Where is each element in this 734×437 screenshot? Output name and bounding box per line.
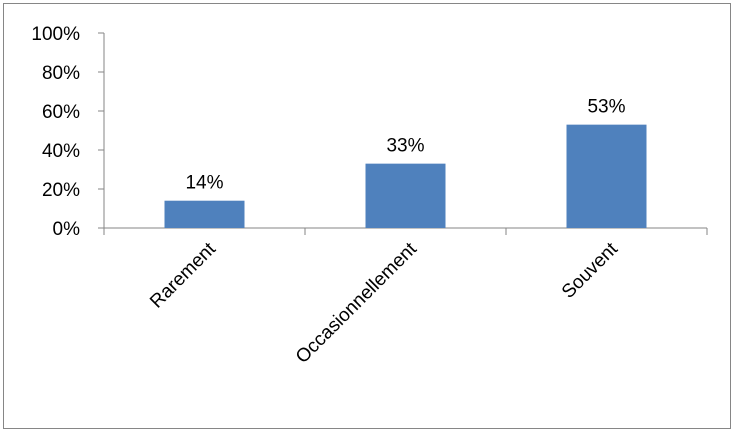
y-tick-label: 0% (53, 219, 81, 240)
y-tick-label: 80% (42, 63, 80, 84)
y-tick-label: 20% (42, 180, 80, 201)
bar (164, 200, 245, 228)
y-tick-label: 100% (31, 24, 80, 45)
data-label: 14% (185, 173, 223, 194)
data-label: 53% (587, 97, 625, 118)
y-tick-label: 40% (42, 141, 80, 162)
bar (566, 124, 647, 228)
y-tick-label: 60% (42, 102, 80, 123)
data-label: 33% (386, 136, 424, 157)
bar (365, 163, 446, 228)
